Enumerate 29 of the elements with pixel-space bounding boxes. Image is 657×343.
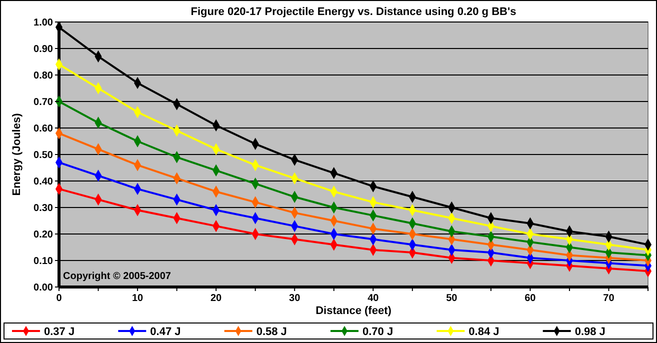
legend-label: 0.47 J <box>150 326 181 338</box>
x-tick-label: 30 <box>289 293 301 304</box>
y-tick-label: 1.00 <box>34 18 54 28</box>
x-axis-title: Distance (feet) <box>316 305 392 317</box>
y-axis-title: Energy (Joules) <box>11 112 23 196</box>
y-tick-label: 0.40 <box>34 176 54 188</box>
legend-label: 0.58 J <box>256 326 287 338</box>
x-tick-label: 40 <box>368 293 380 304</box>
x-tick-label: 0 <box>56 293 62 304</box>
legend-label: 0.70 J <box>362 326 394 338</box>
x-tick-label: 70 <box>603 293 615 304</box>
y-tick-label: 0.10 <box>34 256 54 267</box>
x-tick-label: 10 <box>132 293 144 304</box>
annotation: Copyright © 2005-2007 <box>63 271 172 282</box>
legend-label: 0.37 J <box>44 326 75 338</box>
x-tick-label: 60 <box>524 293 536 304</box>
y-tick-label: 0.60 <box>34 124 54 134</box>
y-tick-label: 0.30 <box>34 203 54 214</box>
chart-title: Figure 020-17 Projectile Energy vs. Distance using 0.20 g BB's <box>190 6 516 18</box>
y-tick-label: 0.70 <box>34 97 54 108</box>
y-tick-label: 0.80 <box>34 70 54 82</box>
y-tick-label: 0.20 <box>34 230 54 240</box>
legend-label: 0.84 J <box>468 326 500 338</box>
y-tick-label: 0.50 <box>34 150 54 161</box>
y-tick-label: 0.00 <box>34 282 54 294</box>
y-tick-label: 0.90 <box>34 44 54 55</box>
legend-label: 0.98 J <box>574 326 606 338</box>
x-tick-label: 20 <box>210 293 222 304</box>
x-tick-label: 50 <box>446 293 458 304</box>
